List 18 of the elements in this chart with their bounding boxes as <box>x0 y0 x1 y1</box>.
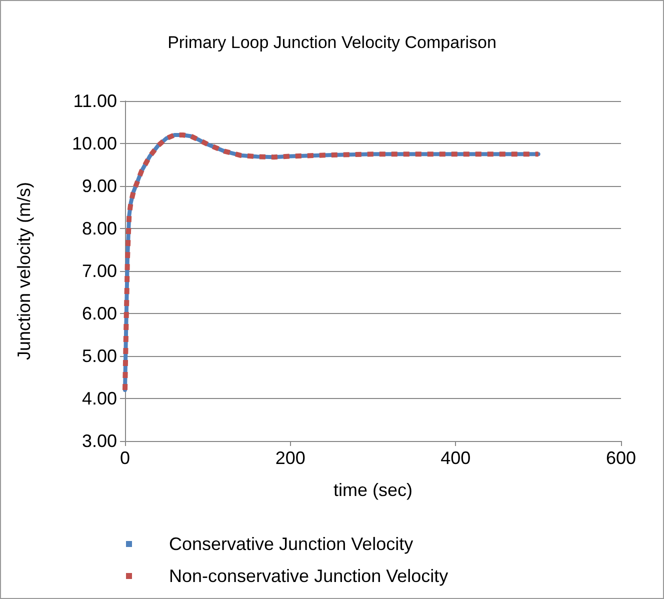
y-tick-label: 5.00 <box>82 346 117 366</box>
chart-title: Primary Loop Junction Velocity Comparison <box>168 33 496 52</box>
y-tick-label: 7.00 <box>82 261 117 281</box>
x-axis-title: time (sec) <box>333 480 413 500</box>
y-tick-label: 10.00 <box>72 134 117 154</box>
x-tick-label: 200 <box>275 448 306 468</box>
legend-label: Non-conservative Junction Velocity <box>169 566 448 586</box>
y-tick-label: 11.00 <box>73 91 117 111</box>
legend-label: Conservative Junction Velocity <box>169 534 414 554</box>
x-tick-label: 400 <box>440 448 471 468</box>
y-tick-label: 3.00 <box>82 431 117 451</box>
x-tick-label: 0 <box>120 448 130 468</box>
y-tick-label: 9.00 <box>82 176 117 196</box>
y-tick-label: 6.00 <box>82 304 117 324</box>
y-tick-label: 8.00 <box>82 218 117 238</box>
y-tick-label: 4.00 <box>82 388 117 408</box>
x-tick-label: 600 <box>606 448 636 468</box>
y-axis-title: Junction velocity (m/s) <box>14 182 34 360</box>
